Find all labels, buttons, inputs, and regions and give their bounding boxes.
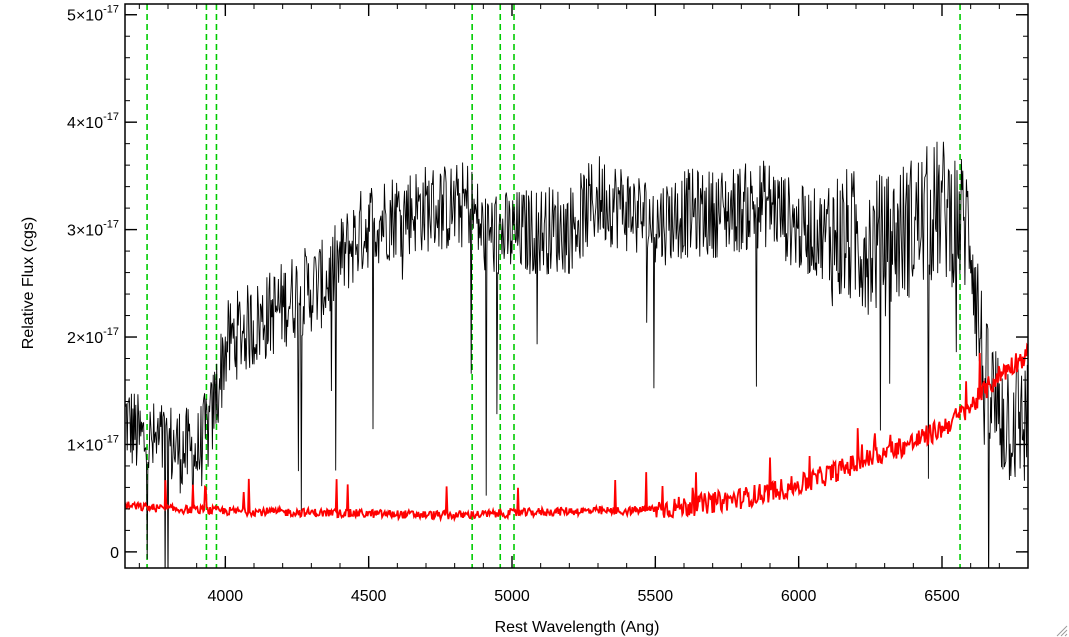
series-group bbox=[125, 141, 1028, 568]
plot-frame bbox=[124, 3, 1029, 569]
y-axis-title: Relative Flux (cgs) bbox=[20, 217, 37, 349]
model-series-line bbox=[125, 342, 1028, 523]
y-tick-label: 2×10-17 bbox=[67, 326, 119, 347]
flux-series-line bbox=[125, 141, 1028, 568]
resize-grip-icon[interactable] bbox=[1056, 625, 1068, 637]
x-tick-label: 5500 bbox=[638, 588, 674, 605]
x-tick-label: 4000 bbox=[208, 588, 244, 605]
y-tick-label: 1×10-17 bbox=[67, 433, 119, 454]
reference-lines bbox=[146, 4, 961, 568]
x-tick-label: 6500 bbox=[924, 588, 960, 605]
y-tick-label: 3×10-17 bbox=[67, 219, 119, 240]
y-tick-label: 0 bbox=[110, 545, 119, 562]
x-axis-title: Rest Wavelength (Ang) bbox=[495, 619, 660, 636]
axes: 4000 4500 5000 5500 6000 6500 0 1×10-17 2×10-17 3… bbox=[67, 3, 1029, 605]
x-tick-label: 6000 bbox=[781, 588, 817, 605]
y-tick-label: 4×10-17 bbox=[67, 111, 119, 132]
x-tick-label: 5000 bbox=[494, 588, 530, 605]
x-tick-label: 4500 bbox=[351, 588, 387, 605]
y-tick-label: 5×10-17 bbox=[67, 4, 119, 25]
